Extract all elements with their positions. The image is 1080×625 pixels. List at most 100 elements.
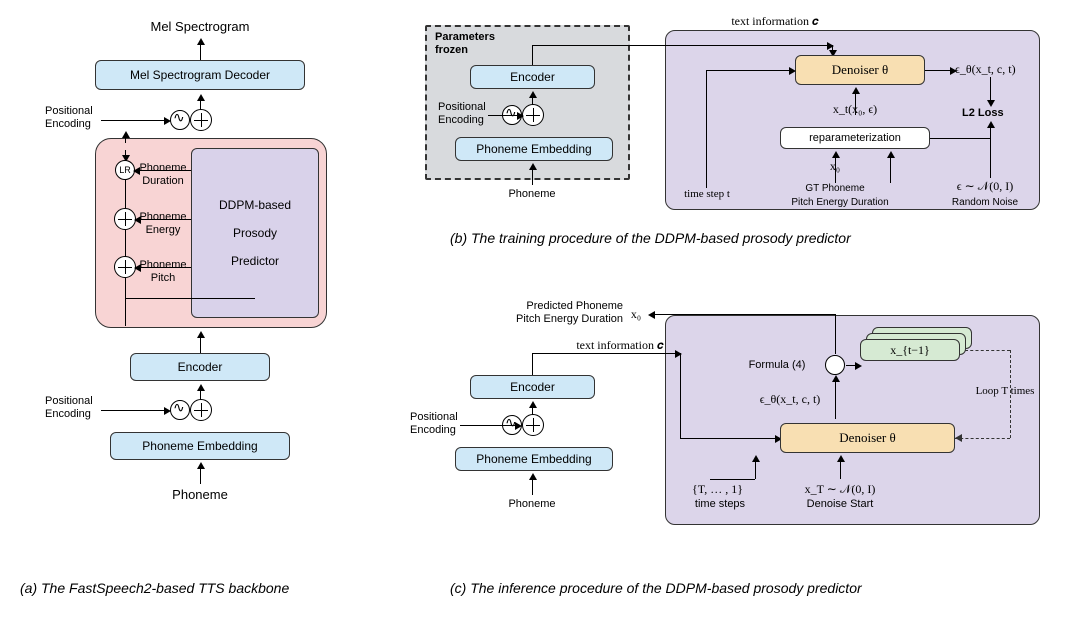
plus-icon	[114, 208, 136, 230]
arrow	[532, 353, 680, 354]
embedding-box: Phoneme Embedding	[110, 432, 290, 460]
encoder-box-b: Encoder	[470, 65, 595, 89]
panel-c: Encoder Positional Encoding Phoneme Embe…	[410, 305, 1050, 580]
input-c: Phoneme	[502, 498, 562, 511]
arrow	[832, 45, 833, 55]
loop-label: Loop T times	[965, 385, 1045, 398]
arrow	[200, 464, 201, 484]
noise-sym: ϵ ∼ 𝒩(0, I)	[935, 180, 1035, 194]
arrow	[925, 70, 955, 71]
arrow	[755, 457, 756, 479]
plus-icon	[522, 104, 544, 126]
ddpm-line1: DDPM-based	[219, 198, 291, 212]
steps-set: {T, … , 1}	[680, 483, 755, 497]
panel-b: Parameters frozen Encoder Positional Enc…	[410, 15, 1050, 260]
pos-enc-label: Positional Encoding	[45, 105, 101, 130]
loop-line	[965, 350, 1010, 351]
panel-a: Mel Spectrogram Mel Spectrogram Decoder …	[35, 20, 360, 580]
pos-enc-c: Positional Encoding	[410, 411, 462, 436]
formula-label: Formula (4)	[742, 359, 812, 372]
denoiser-box-b: Denoiser θ	[795, 55, 925, 85]
arrow	[125, 150, 126, 160]
arrow	[532, 45, 832, 46]
line	[706, 70, 707, 188]
denoiser-box-c: Denoiser θ	[780, 423, 955, 453]
plus-icon	[190, 109, 212, 131]
arrow	[890, 153, 891, 183]
encoder-box: Encoder	[130, 353, 270, 381]
pos-enc-label-2: Positional Encoding	[45, 395, 101, 420]
duration-label: Phoneme Duration	[135, 162, 191, 187]
encoder-label-c: Encoder	[510, 380, 555, 394]
line	[710, 479, 755, 480]
plus-icon	[190, 399, 212, 421]
ddpm-predictor-box: DDPM-based Prosody Predictor	[191, 148, 319, 318]
caption-a: (a) The FastSpeech2-based TTS backbone	[20, 580, 289, 596]
arrow	[532, 165, 533, 185]
denoiser-label-b: Denoiser θ	[832, 62, 888, 78]
line	[990, 138, 991, 178]
arrow	[101, 410, 169, 411]
lr-label: LR	[119, 165, 131, 175]
line	[125, 180, 126, 210]
ddpm-line2: Prosody	[233, 226, 277, 240]
line	[125, 298, 255, 299]
embedding-box-c: Phoneme Embedding	[455, 447, 613, 471]
x0-c: x₀	[626, 308, 646, 322]
line	[835, 314, 836, 354]
x0-sym: x₀	[822, 160, 848, 174]
embedding-box-b: Phoneme Embedding	[455, 137, 613, 161]
ddpm-line3: Predictor	[231, 254, 279, 268]
arrow	[125, 133, 126, 143]
arrow	[488, 115, 522, 116]
sine-icon	[170, 400, 190, 420]
input-label: Phoneme	[160, 488, 240, 503]
embedding-label-b: Phoneme Embedding	[476, 142, 591, 156]
arrow	[200, 40, 201, 60]
caption-c: (c) The inference procedure of the DDPM-…	[450, 580, 862, 596]
reparam-box: reparameterization	[780, 127, 930, 149]
arrow	[990, 77, 991, 105]
caption-b: (b) The training procedure of the DDPM-b…	[450, 230, 851, 246]
arrow	[846, 365, 860, 366]
line	[125, 278, 126, 326]
start-sym: x_T ∼ 𝒩(0, I)	[780, 483, 900, 497]
denoiser-label-c: Denoiser θ	[839, 430, 895, 446]
pitch-label: Phoneme Pitch	[135, 259, 191, 284]
plus-icon	[522, 414, 544, 436]
reparam-label: reparameterization	[809, 132, 901, 144]
arrow	[706, 70, 794, 71]
line	[680, 353, 681, 438]
embedding-label: Phoneme Embedding	[142, 439, 257, 453]
frozen-label: Parameters frozen	[435, 31, 515, 56]
xtminus-box-1: x_{t−1}	[860, 339, 960, 361]
arrow	[532, 475, 533, 495]
sine-icon	[170, 110, 190, 130]
text-info-c: text information 𝒄	[560, 339, 680, 353]
eps-c: ϵ_θ(x_t, c, t)	[750, 393, 830, 407]
start-lbl: Denoise Start	[800, 498, 880, 511]
line	[125, 230, 126, 258]
arrow	[200, 333, 201, 353]
output-label: Mel Spectrogram	[140, 20, 260, 35]
text-info-b: text information 𝒄	[710, 15, 840, 29]
arrow	[680, 438, 780, 439]
timestep-b: time step t	[672, 188, 742, 201]
embedding-label-c: Phoneme Embedding	[476, 452, 591, 466]
arrow	[650, 314, 835, 315]
arrow	[835, 377, 836, 419]
formula-circle	[825, 355, 845, 375]
steps-lbl: time steps	[685, 498, 755, 511]
noise-lbl: Random Noise	[940, 197, 1030, 209]
energy-label: Phoneme Energy	[135, 211, 191, 236]
input-b: Phoneme	[502, 188, 562, 201]
lr-circle: LR	[115, 160, 135, 180]
mel-decoder-label: Mel Spectrogram Decoder	[130, 68, 270, 82]
eps-out: ϵ_θ(x_t, c, t)	[955, 63, 1045, 77]
pred2: Pitch Energy Duration	[493, 313, 623, 326]
line	[532, 353, 533, 375]
arrow	[460, 425, 520, 426]
arrow	[101, 120, 169, 121]
plus-icon	[114, 256, 136, 278]
line	[532, 45, 533, 65]
